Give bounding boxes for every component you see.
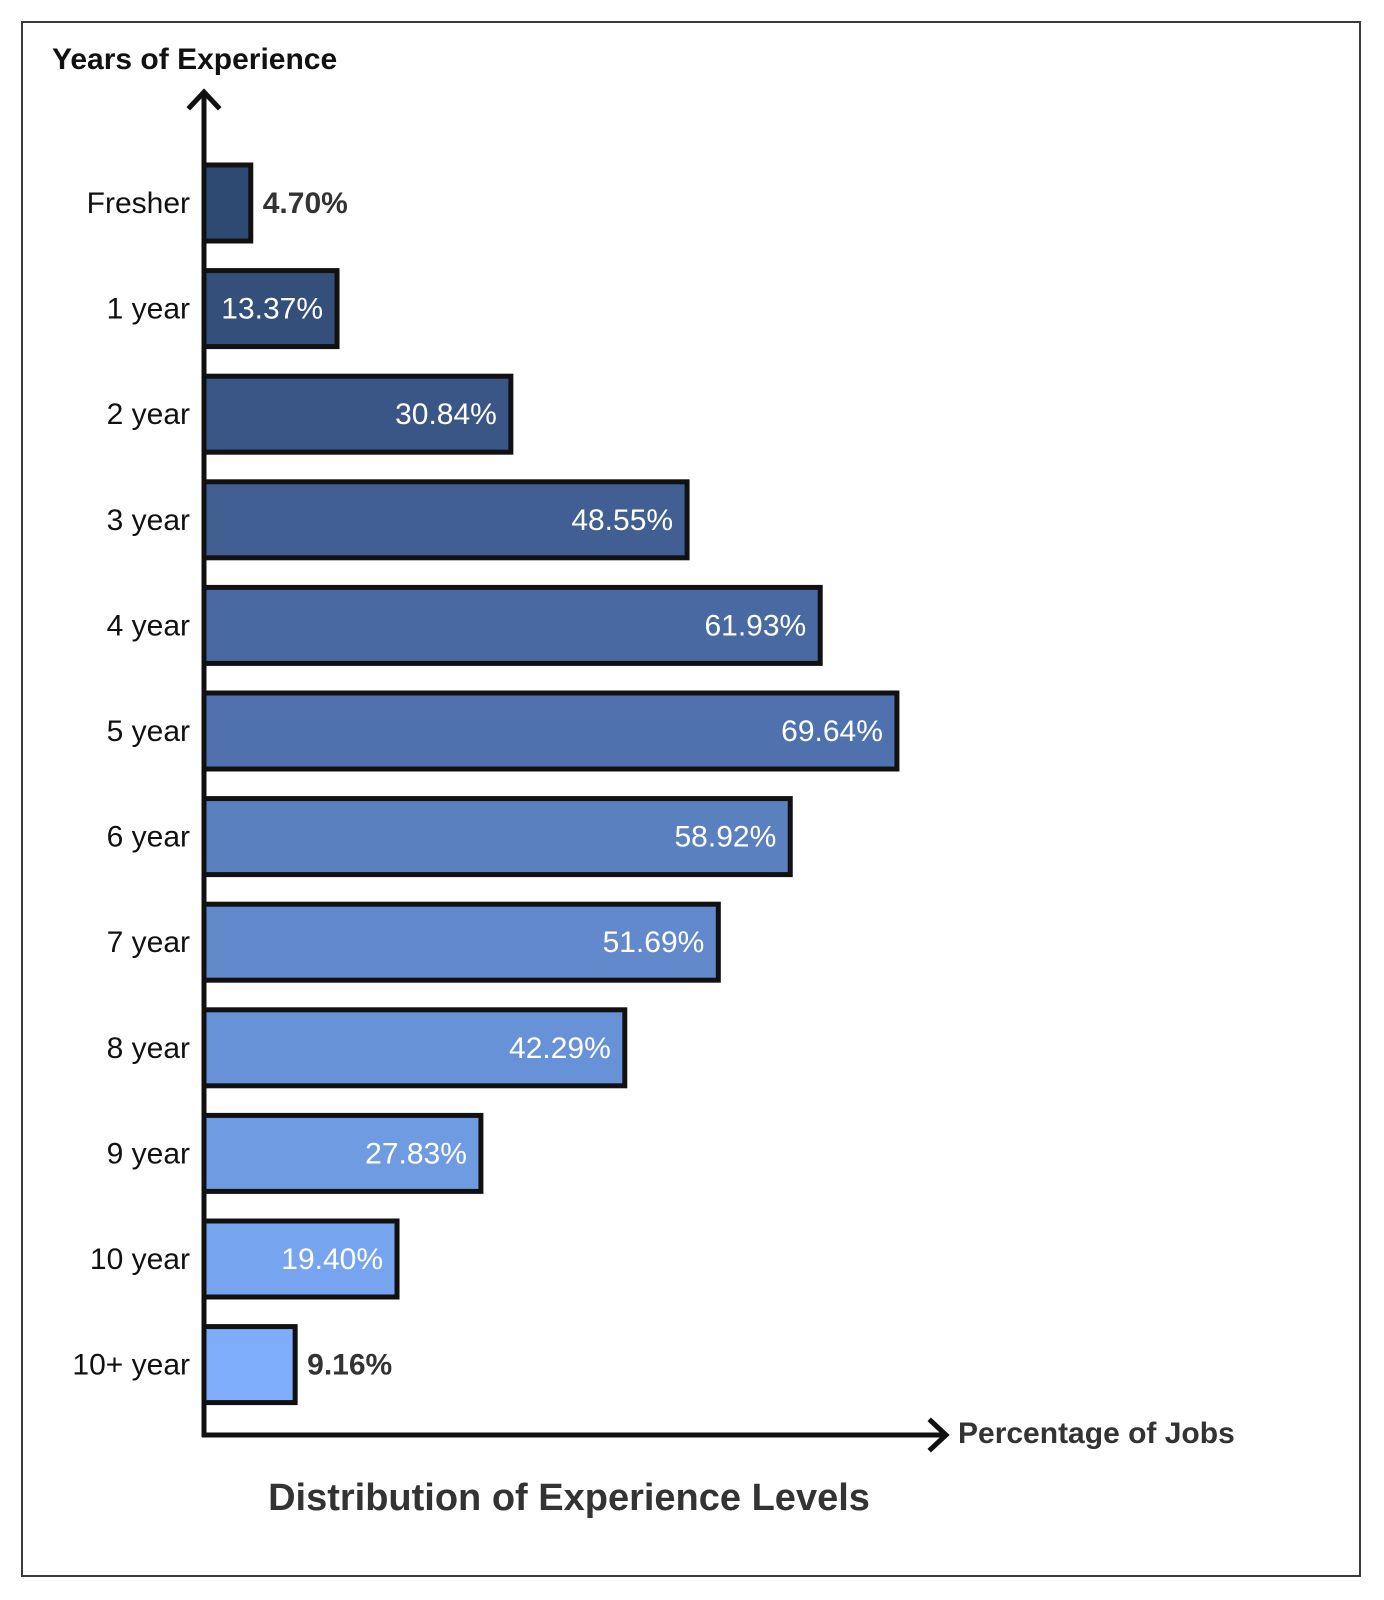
y-axis-title: Years of Experience (52, 43, 337, 76)
value-label: 9.16% (307, 1349, 392, 1382)
bar (201, 796, 793, 878)
value-label: 42.29% (509, 1032, 611, 1065)
bar (201, 1218, 400, 1300)
bar (201, 373, 514, 455)
bar (201, 1324, 298, 1406)
bar (201, 162, 254, 244)
category-label: Fresher (87, 187, 190, 220)
bar (201, 268, 340, 350)
bar-group: 8 year 42.29% (107, 1007, 628, 1089)
bar-group: 1 year 13.37% (107, 268, 340, 350)
bar (201, 584, 823, 666)
category-label: 10+ year (72, 1349, 190, 1382)
value-label: 4.70% (263, 187, 348, 220)
value-label: 69.64% (781, 715, 883, 748)
category-label: 7 year (107, 926, 190, 959)
bar (201, 479, 690, 561)
value-label: 51.69% (603, 926, 705, 959)
x-axis-arrow-icon (927, 1417, 950, 1453)
category-label: 3 year (107, 504, 190, 537)
category-label: 9 year (107, 1137, 190, 1170)
x-axis-title: Percentage of Jobs (958, 1417, 1235, 1450)
axes-layer: Years of Experience Percentage of Jobs D… (52, 43, 1235, 1519)
category-label: 1 year (107, 293, 190, 326)
value-label: 19.40% (281, 1243, 383, 1276)
category-label: 4 year (107, 609, 190, 642)
bar-group: 7 year 51.69% (107, 901, 721, 983)
y-axis-arrow-icon (186, 88, 222, 111)
bars-layer: Fresher 4.70% 1 year 13.37% 2 year 30.84% 3 ye… (72, 162, 900, 1406)
value-label: 58.92% (675, 821, 777, 854)
bar-group: 10+ year 9.16% (72, 1324, 392, 1406)
value-label: 27.83% (365, 1137, 467, 1170)
bar-group: 9 year 27.83% (107, 1112, 484, 1194)
value-label: 30.84% (395, 398, 497, 431)
bar-group: 4 year 61.93% (107, 584, 823, 666)
category-label: 6 year (107, 821, 190, 854)
bar-group: Fresher 4.70% (87, 162, 348, 244)
category-label: 8 year (107, 1032, 190, 1065)
value-label: 13.37% (221, 293, 323, 326)
category-label: 5 year (107, 715, 190, 748)
category-label: 2 year (107, 398, 190, 431)
bar-group: 5 year 69.64% (107, 690, 900, 772)
value-label: 61.93% (704, 609, 806, 642)
bar-group: 3 year 48.55% (107, 479, 690, 561)
chart-title: Distribution of Experience Levels (268, 1477, 870, 1519)
value-label: 48.55% (571, 504, 673, 537)
bar-group: 6 year 58.92% (107, 796, 793, 878)
bar-group: 10 year 19.40% (90, 1218, 400, 1300)
category-label: 10 year (90, 1243, 190, 1276)
bar-group: 2 year 30.84% (107, 373, 514, 455)
